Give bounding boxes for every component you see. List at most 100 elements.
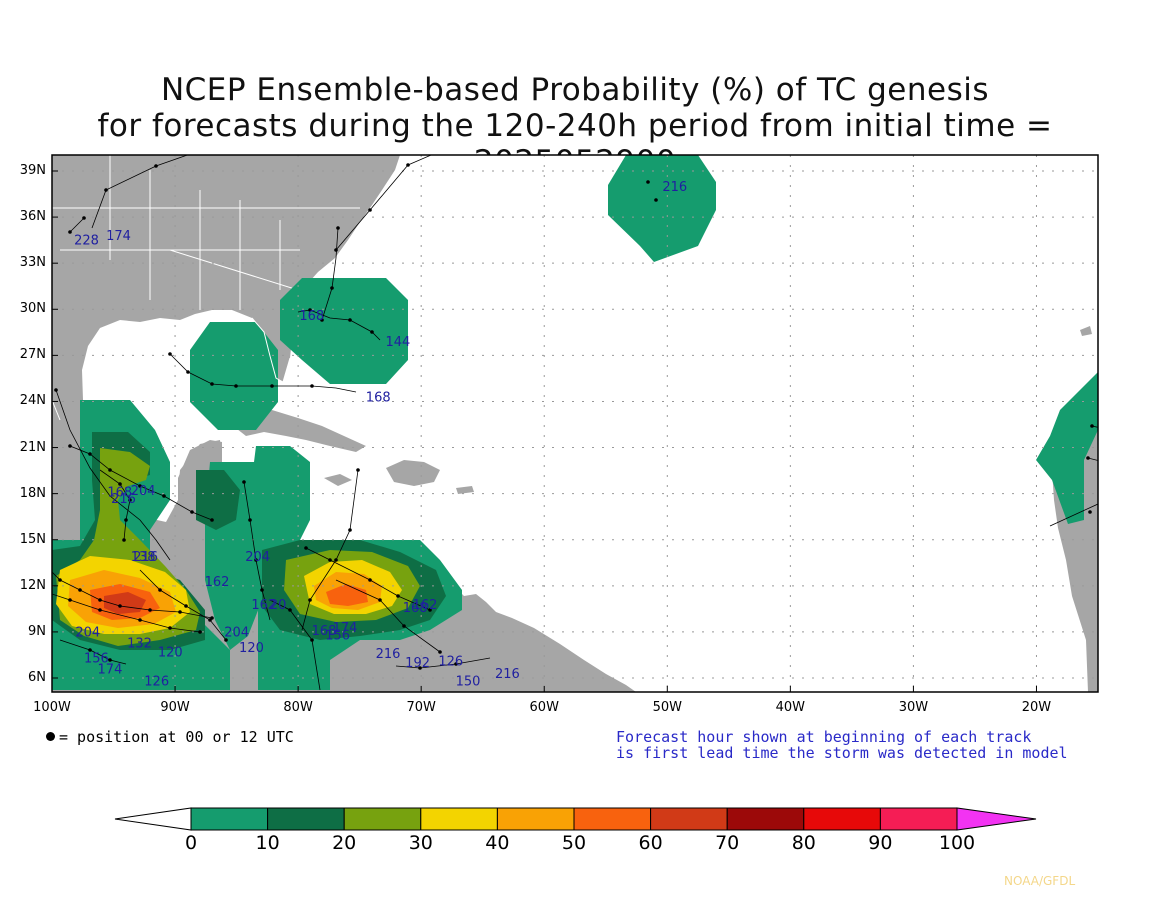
lon-label: 100W xyxy=(33,700,71,715)
colorbar-label: 10 xyxy=(255,832,280,854)
track-start-label: 174 xyxy=(98,662,123,677)
track-start-label: 156 xyxy=(325,629,350,644)
track-start-label: 174 xyxy=(106,229,131,244)
storm-positions xyxy=(54,163,1094,670)
colorbar-label: 50 xyxy=(561,832,587,854)
track-start-label: 174 xyxy=(333,621,358,636)
track-start-label: 120 xyxy=(158,645,183,660)
colorbar-segment xyxy=(496,807,575,831)
position-legend-text: = position at 00 or 12 UTC xyxy=(59,728,294,746)
lat-label: 18N xyxy=(19,485,46,501)
lon-label: 50W xyxy=(652,700,682,715)
credit-text: NOAA/GFDL xyxy=(1004,874,1076,888)
track-start-label: 168 xyxy=(312,624,337,639)
position-legend: = position at 00 or 12 UTC xyxy=(46,728,294,746)
forecast-note-line2: is first lead time the storm was detecte… xyxy=(616,744,1068,762)
lat-label: 12N xyxy=(19,577,46,593)
track-start-label: 216 xyxy=(376,647,401,662)
colorbar-label: 70 xyxy=(715,832,740,854)
lat-label: 24N xyxy=(19,393,46,409)
track-start-label: 216 xyxy=(111,492,136,507)
lon-label: 90W xyxy=(160,700,190,715)
track-start-label: 144 xyxy=(385,335,410,350)
map-title-line1: NCEP Ensemble-based Probability (%) of T… xyxy=(160,72,990,108)
track-start-label: 216 xyxy=(133,550,158,565)
land-north-america xyxy=(52,155,636,692)
track-start-label: 120 xyxy=(239,641,264,656)
track-start-label: 20 xyxy=(270,598,287,613)
shade-10-atlantic-north xyxy=(608,155,716,262)
track-start-label: 204 xyxy=(245,550,270,565)
track-start-label: 126 xyxy=(438,655,463,670)
colorbar-segment xyxy=(879,807,958,831)
track-start-label: 150 xyxy=(456,675,481,690)
land-puerto-rico xyxy=(456,486,474,494)
colorbar-max-arrow xyxy=(956,807,1037,831)
colorbar-label: 80 xyxy=(791,832,816,854)
lon-label: 30W xyxy=(898,700,929,715)
track-start-label: 204 xyxy=(131,484,156,499)
colorbar-label: 30 xyxy=(408,832,433,854)
probability-colorbar xyxy=(114,807,1037,831)
track-start-label: 162 xyxy=(251,598,276,613)
track-start-label: 168 xyxy=(107,486,132,501)
track-start-label: 228 xyxy=(74,234,99,249)
track-start-label: 162 xyxy=(413,598,438,613)
track-start-label: 168 xyxy=(366,390,391,405)
shade-10-africa xyxy=(1036,372,1098,524)
map-title-line2: for forecasts during the 120-240h period… xyxy=(97,108,1053,180)
land-hispaniola xyxy=(386,460,440,486)
track-start-label: 168 xyxy=(299,309,324,324)
track-start-label: 168 xyxy=(403,601,428,616)
axis-ticks xyxy=(51,170,1037,692)
colorbar-label: 0 xyxy=(184,832,198,854)
colorbar-segment xyxy=(420,807,498,831)
colorbar-label: 20 xyxy=(332,832,357,854)
map-grid xyxy=(51,155,1098,692)
track-start-label: 204 xyxy=(224,626,249,641)
lat-label: 30N xyxy=(19,301,46,317)
colorbar-segment xyxy=(803,807,881,831)
colorbar-label: 90 xyxy=(868,832,893,854)
shade-10-florida xyxy=(280,278,408,384)
land-jamaica xyxy=(324,474,352,486)
track-start-label: 216 xyxy=(495,667,520,682)
colorbar-label: 60 xyxy=(638,832,663,854)
lat-label: 9N xyxy=(28,623,46,639)
colorbar-segment xyxy=(573,807,652,831)
land-cuba xyxy=(232,410,366,452)
lon-label: 70W xyxy=(406,700,436,715)
colorbar-segment xyxy=(267,807,345,831)
lat-label: 39N xyxy=(19,163,46,178)
lat-label: 27N xyxy=(19,347,46,363)
position-dot-icon xyxy=(46,732,55,741)
lon-label: 20W xyxy=(1021,700,1052,715)
lat-label: 33N xyxy=(19,255,46,271)
track-start-label: 204 xyxy=(75,626,100,641)
lon-label: 60W xyxy=(529,700,559,715)
track-start-label: 192 xyxy=(405,656,430,671)
colorbar-label: 40 xyxy=(485,832,510,854)
colorbar-segment xyxy=(650,807,728,831)
coastlines xyxy=(52,317,291,421)
shade-70-pacific xyxy=(104,592,146,614)
track-start-label: 216 xyxy=(662,180,687,195)
colorbar-segment xyxy=(190,807,269,831)
track-start-label: 126 xyxy=(144,675,169,690)
track-start-label: 132 xyxy=(127,636,152,651)
track-start-label: 156 xyxy=(84,652,109,667)
shade-10-gulf xyxy=(190,322,278,430)
lat-label: 15N xyxy=(19,531,46,547)
shade-20-belize xyxy=(196,470,240,530)
lon-label: 80W xyxy=(283,700,313,715)
colorbar-label: 100 xyxy=(938,832,976,854)
colorbar-min-arrow xyxy=(114,807,192,831)
colorbar-segment xyxy=(343,807,422,831)
forecast-note-line1: Forecast hour shown at beginning of each… xyxy=(616,728,1032,746)
track-start-label: 162 xyxy=(205,575,230,590)
land-canary-islands xyxy=(1080,326,1092,336)
map-frame xyxy=(51,154,1099,693)
track-start-label: 138 xyxy=(131,550,156,565)
